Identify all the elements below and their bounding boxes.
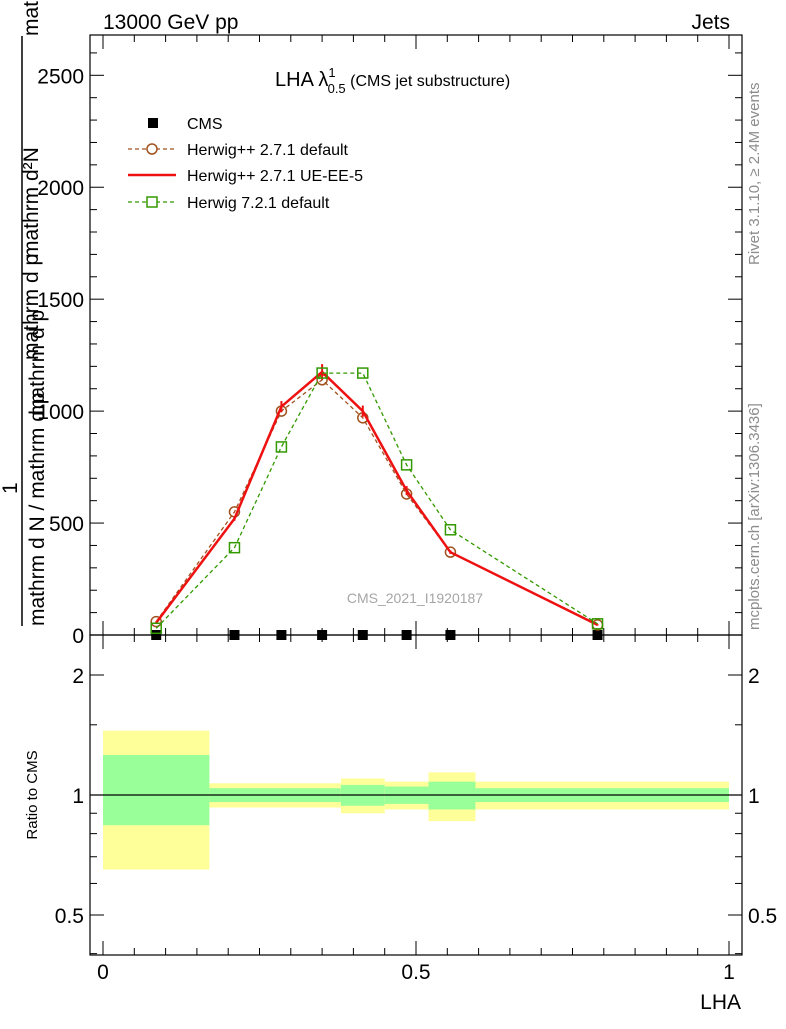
main-ticks: 0 500 1000 1500 2000 2500 <box>37 35 742 648</box>
ratio-bands <box>103 730 729 870</box>
herwig721-marker <box>275 441 288 453</box>
plot-title-sup: 1 <box>328 65 335 80</box>
legend-entry: Herwig++ 2.7.1 default <box>128 142 349 159</box>
herwig721-marker <box>316 367 328 379</box>
watermark-label: CMS_2021_I1920187 <box>347 590 483 606</box>
ylabel-denominator: mathrm d N / mathrm d p <box>26 393 49 626</box>
plot-title-rest: (CMS jet substructure) <box>346 73 510 90</box>
y-tick-label: 1500 <box>37 289 84 312</box>
ratio-ylabel: Ratio to CMS <box>24 750 41 839</box>
legend-label: Herwig 7.2.1 default <box>187 195 330 212</box>
herwig721-marker <box>591 618 604 630</box>
herwig721-marker <box>150 622 162 635</box>
legend-entry: CMS <box>148 116 223 133</box>
ratio-ticks: 0.5 0.5 1 1 2 2 0 0.5 1 <box>55 635 777 984</box>
ratio-y-tick-label-right: 2 <box>748 665 760 688</box>
ratio-y-tick-label: 0.5 <box>55 905 84 928</box>
y-tick-label: 2000 <box>37 177 84 200</box>
herwig721-marker <box>444 524 457 536</box>
legend-marker-cms <box>148 118 158 128</box>
y-tick-label: 500 <box>49 513 84 536</box>
ratio-y-tick-label-right: 0.5 <box>748 905 777 928</box>
legend-label: Herwig++ 2.7.1 default <box>187 142 349 159</box>
ratio-y-tick-label: 1 <box>72 785 84 808</box>
legend-label: Herwig++ 2.7.1 UE-EE-5 <box>187 168 363 185</box>
ylabel-numerator-pt: mathrm d p <box>20 254 43 360</box>
ratio-y-tick-label: 2 <box>72 665 84 688</box>
ylabel-denominator-tail: mathrm d p <box>26 310 49 416</box>
plot-title-sub: 0.5 <box>328 81 346 96</box>
ratio-panel: 0.5 0.5 1 1 2 2 0 0.5 1 Ratio to CMS <box>24 634 777 984</box>
x-axis-label: LHA <box>700 991 741 1014</box>
legend-marker-square <box>146 196 158 208</box>
plot-title-main: LHA λ <box>275 69 328 91</box>
ratio-band-inner <box>103 754 210 826</box>
mcplots-label: mcplots.cern.ch [arXiv:1306.3436] <box>746 403 763 630</box>
series-line-herwig-2-7-1-ue-ee-5 <box>155 370 599 627</box>
y-tick-label: 2500 <box>37 65 84 88</box>
legend-entry: Herwig++ 2.7.1 UE-EE-5 <box>128 168 363 185</box>
y-tick-label: 0 <box>72 625 84 648</box>
herwig721-marker <box>228 541 241 554</box>
rivet-label: Rivet 3.1.10, ≥ 2.4M events <box>746 83 763 266</box>
herwig721-marker <box>400 459 413 471</box>
legend-label: CMS <box>187 116 223 133</box>
ylabel-one: 1 <box>0 482 22 494</box>
legend-marker-circle <box>146 143 158 155</box>
x-tick-label: 0 <box>97 961 109 984</box>
plot-title: LHA λ1 0.5 (CMS jet substructure) <box>275 65 510 96</box>
x-tick-label: 1 <box>723 961 735 984</box>
x-tick-label: 0.5 <box>401 961 430 984</box>
main-ylabel: 1 mathrm d²N mathrm d p mathrm d lambda … <box>0 0 49 626</box>
main-panel: 0 500 1000 1500 2000 2500 CMS_2021_I1920187 L… <box>37 34 743 648</box>
energy-label: 13000 GeV pp <box>103 11 238 34</box>
ratio-y-tick-label-right: 1 <box>748 785 760 808</box>
legend: CMS Herwig++ 2.7.1 default Herwig++ 2.7.1 … <box>128 116 363 212</box>
category-label: Jets <box>691 11 730 34</box>
y-tick-label: 1000 <box>37 401 84 424</box>
series-line-herwig-2-7-1-default <box>155 378 598 626</box>
herwig-default-marker <box>444 546 457 558</box>
ylabel-numerator-lambda: mathrm d lambda <box>20 0 43 36</box>
herwig-default-marker <box>150 615 162 628</box>
ylabel-numerator: mathrm d²N <box>20 147 43 258</box>
herwig721-marker <box>357 367 369 379</box>
legend-entry: Herwig 7.2.1 default <box>128 195 330 212</box>
